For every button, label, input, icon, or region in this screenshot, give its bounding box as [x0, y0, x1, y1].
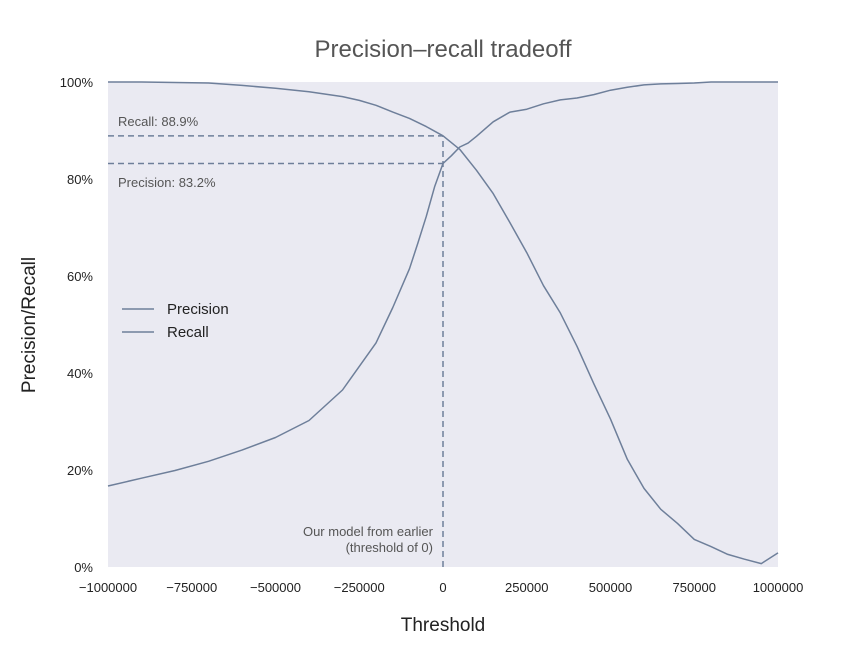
legend-label-recall: Recall — [167, 324, 209, 341]
recall-annotation-label: Recall: 88.9% — [118, 114, 199, 129]
x-tick-label: −250000 — [334, 580, 385, 595]
x-axis-label: Threshold — [401, 615, 486, 636]
y-tick-label: 60% — [67, 269, 93, 284]
x-tick-label: −500000 — [250, 580, 301, 595]
x-tick-labels: −1000000 −750000 −500000 −250000 0 250000 5000… — [79, 580, 803, 595]
y-tick-label: 0% — [74, 560, 93, 575]
x-tick-label: −750000 — [166, 580, 217, 595]
y-tick-label: 80% — [67, 172, 93, 187]
chart-title: Precision–recall tradeoff — [314, 36, 571, 63]
y-tick-labels: 0% 20% 40% 60% 80% 100% — [60, 75, 94, 575]
y-tick-label: 100% — [60, 75, 94, 90]
precision-annotation-label: Precision: 83.2% — [118, 175, 216, 190]
x-tick-label: 1000000 — [753, 580, 804, 595]
x-tick-label: 250000 — [505, 580, 548, 595]
x-tick-label: −1000000 — [79, 580, 137, 595]
legend: Precision Recall — [122, 301, 229, 341]
x-tick-label: 750000 — [673, 580, 716, 595]
model-annotation-line2: (threshold of 0) — [346, 540, 433, 555]
y-tick-label: 20% — [67, 463, 93, 478]
model-annotation-line1: Our model from earlier — [303, 524, 434, 539]
annotation-lines — [108, 135, 444, 567]
y-tick-label: 40% — [67, 366, 93, 381]
x-tick-label: 500000 — [589, 580, 632, 595]
x-tick-label: 0 — [439, 580, 446, 595]
legend-label-precision: Precision — [167, 301, 229, 318]
series-line-recall — [108, 81, 779, 565]
series-lines — [107, 81, 779, 565]
y-axis-label: Precision/Recall — [19, 257, 40, 393]
series-line-precision — [107, 81, 778, 487]
